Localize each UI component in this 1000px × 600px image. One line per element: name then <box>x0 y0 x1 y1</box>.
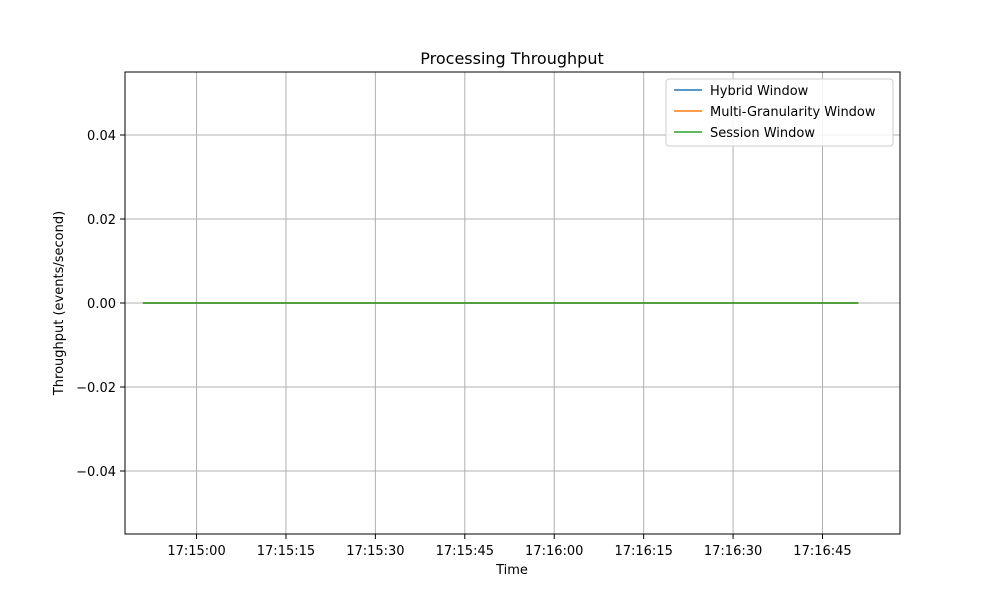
x-tick-label: 17:16:00 <box>525 544 583 559</box>
legend-label: Hybrid Window <box>710 84 809 99</box>
y-tick-label: −0.02 <box>76 381 116 396</box>
legend-label: Multi-Granularity Window <box>710 105 876 120</box>
x-tick-label: 17:15:00 <box>167 544 225 559</box>
y-axis-label: Throughput (events/second) <box>52 211 67 396</box>
y-axis-ticks: 0.04 0.02 0.00 −0.02 −0.04 <box>76 129 125 480</box>
y-tick-label: 0.00 <box>87 297 116 312</box>
chart-title: Processing Throughput <box>420 49 603 68</box>
x-tick-label: 17:15:30 <box>346 544 404 559</box>
x-tick-label: 17:16:45 <box>793 544 851 559</box>
legend: Hybrid Window Multi-Granularity Window Ses… <box>665 78 894 147</box>
x-tick-label: 17:16:30 <box>704 544 762 559</box>
legend-label: Session Window <box>710 126 815 141</box>
x-tick-label: 17:15:15 <box>257 544 315 559</box>
y-tick-label: −0.04 <box>76 465 116 480</box>
x-tick-label: 17:16:15 <box>614 544 672 559</box>
x-tick-label: 17:15:45 <box>436 544 494 559</box>
y-tick-label: 0.04 <box>87 129 116 144</box>
x-axis-ticks: 17:15:00 17:15:15 17:15:30 17:15:45 17:16:00… <box>167 534 852 559</box>
x-axis-label: Time <box>495 563 528 578</box>
legend-box <box>665 78 894 147</box>
y-tick-label: 0.02 <box>87 213 116 228</box>
